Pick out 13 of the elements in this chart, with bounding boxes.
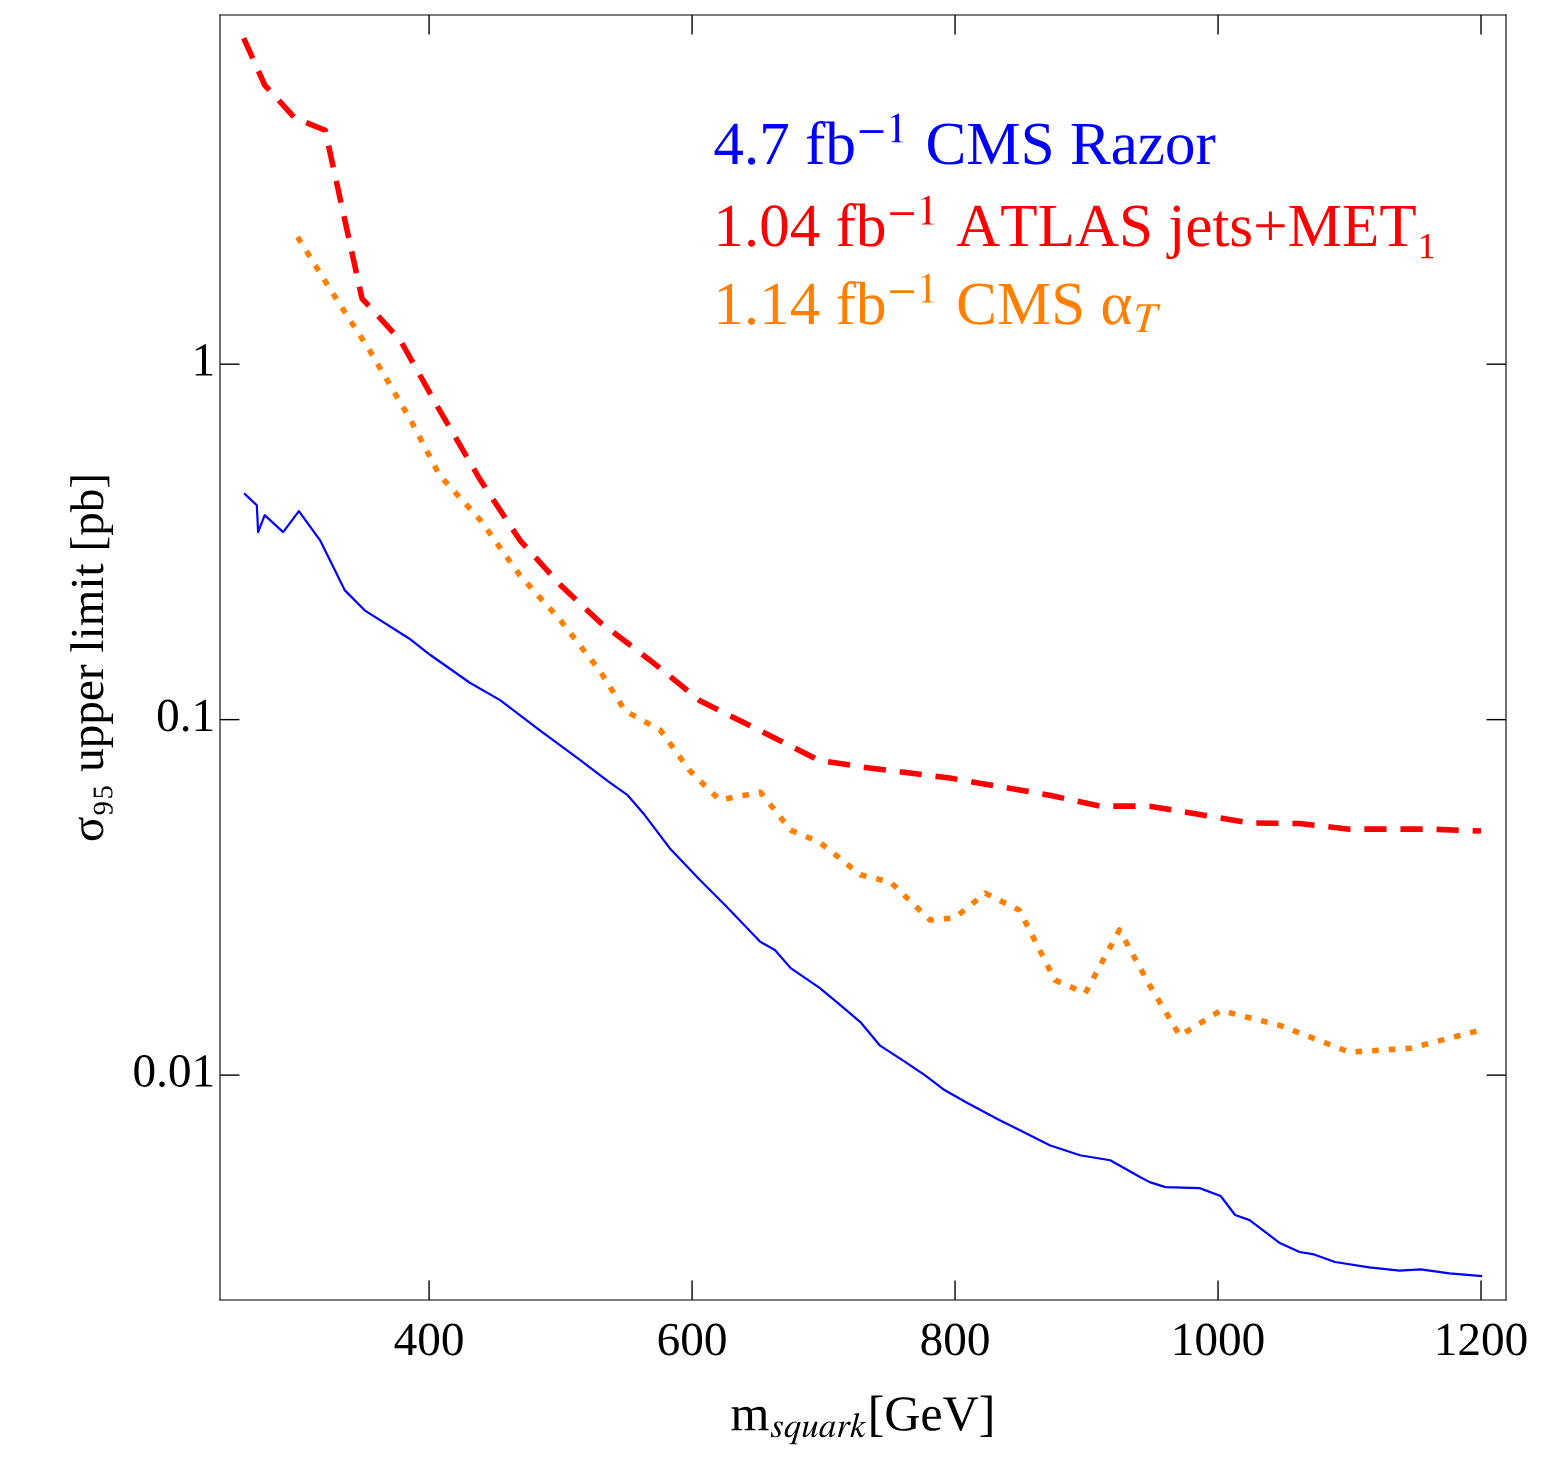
text: 1.04 fb$^{−1}$ ATLAS jets+MET₁ <box>718 195 1434 260</box>
x-tick-label: 1000 <box>1174 1323 1264 1356</box>
x-tick-label: 600 <box>658 1323 726 1356</box>
text: 4.7 fb$^{−1}$ CMS Razor <box>714 113 1216 165</box>
x-tick-label: 800 <box>921 1323 989 1356</box>
text: 1.14 fb$^{−1}$ CMS α$_{T}$ <box>718 273 1161 333</box>
x-tick-label: 400 <box>394 1323 463 1356</box>
y-tick-label: 0.01 <box>134 1055 213 1088</box>
y-tick-label: 0.1 <box>157 699 213 732</box>
x-axis-title: m$_{squark}$[GeV] <box>731 1395 992 1445</box>
y-tick-label: 1 <box>195 344 213 376</box>
y-axis-title: σ₉₅ upper limit [pb] <box>70 476 114 841</box>
x-tick-label: 1200 <box>1437 1323 1527 1356</box>
